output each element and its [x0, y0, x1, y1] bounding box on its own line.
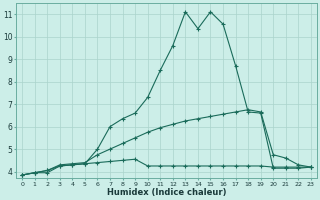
- X-axis label: Humidex (Indice chaleur): Humidex (Indice chaleur): [107, 188, 226, 197]
